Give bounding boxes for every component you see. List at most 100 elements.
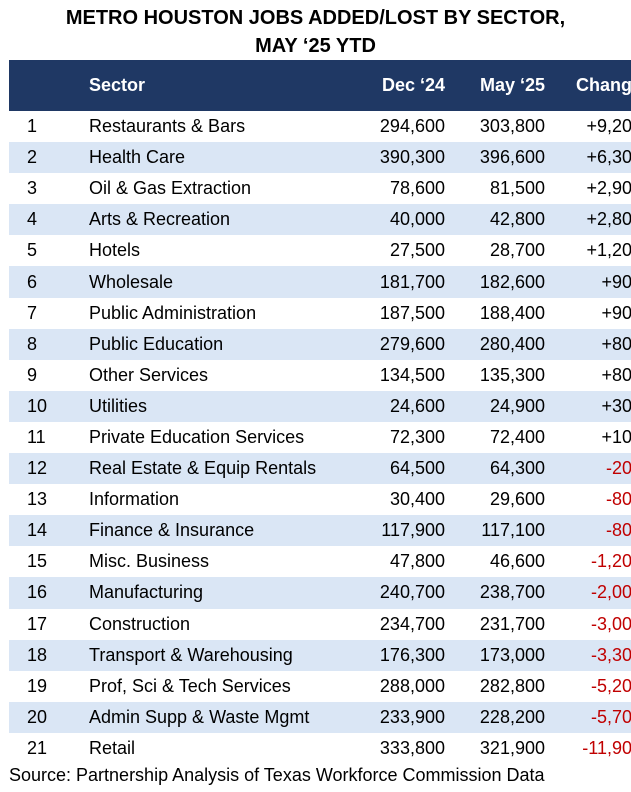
table-row: 19 Prof, Sci & Tech Services 288,000 282,80… xyxy=(9,671,631,702)
cell-change: -200 xyxy=(605,458,631,479)
cell-may25: 303,800 xyxy=(479,116,545,137)
cell-change: +300 xyxy=(601,395,631,416)
header-dec24: Dec ‘24 xyxy=(381,75,445,95)
cell-dec24: 176,300 xyxy=(379,644,445,665)
cell-sector: Other Services xyxy=(89,364,209,385)
cell-dec24: 288,000 xyxy=(379,675,445,696)
cell-change: -3,000 xyxy=(590,613,631,634)
cell-may25: 24,900 xyxy=(489,395,545,416)
source-note: Source: Partnership Analysis of Texas Wo… xyxy=(9,765,545,785)
cell-rank: 9 xyxy=(27,364,38,385)
cell-rank: 13 xyxy=(27,489,48,510)
cell-sector: Public Education xyxy=(89,333,224,354)
cell-dec24: 390,300 xyxy=(379,147,445,168)
cell-sector: Prof, Sci & Tech Services xyxy=(89,675,291,696)
cell-sector: Manufacturing xyxy=(89,582,204,603)
cell-change: +2,800 xyxy=(586,209,631,230)
cell-may25: 182,600 xyxy=(479,271,545,292)
cell-sector: Transport & Warehousing xyxy=(89,644,293,665)
cell-change: +900 xyxy=(601,271,631,292)
cell-dec24: 78,600 xyxy=(389,178,445,199)
table-row: 12 Real Estate & Equip Rentals 64,500 64,30… xyxy=(9,453,631,485)
header-change: Change xyxy=(575,75,631,95)
cell-rank: 7 xyxy=(27,302,38,323)
cell-may25: 46,600 xyxy=(489,551,545,572)
cell-dec24: 181,700 xyxy=(379,271,445,292)
cell-dec24: 117,900 xyxy=(381,520,445,541)
cell-rank: 21 xyxy=(27,737,48,758)
table-row: 14 Finance & Insurance 117,900 117,100 -800 xyxy=(9,515,631,547)
cell-may25: 396,600 xyxy=(479,147,545,168)
header-rank xyxy=(9,60,79,111)
title-line-2: MAY ‘25 YTD xyxy=(255,35,376,57)
cell-rank: 4 xyxy=(27,209,38,230)
cell-may25: 42,800 xyxy=(489,209,545,230)
cell-dec24: 233,900 xyxy=(379,706,445,727)
cell-rank: 18 xyxy=(27,644,48,665)
cell-may25: 188,400 xyxy=(479,302,545,323)
cell-change: +1,200 xyxy=(586,240,631,261)
header-may25: May ‘25 xyxy=(479,75,545,95)
cell-may25: 282,800 xyxy=(479,675,545,696)
table-row: 13 Information 30,400 29,600 -800 xyxy=(9,484,631,515)
cell-sector: Construction xyxy=(89,613,191,634)
table-row: 3 Oil & Gas Extraction 78,600 81,500 +2,900 xyxy=(9,173,631,204)
cell-change: -1,200 xyxy=(590,551,631,572)
cell-sector: Retail xyxy=(89,737,136,758)
table-row: 5 Hotels 27,500 28,700 +1,200 xyxy=(9,235,631,266)
table-row: 6 Wholesale 181,700 182,600 +900 xyxy=(9,266,631,298)
cell-rank: 2 xyxy=(27,147,38,168)
table-row: 15 Misc. Business 47,800 46,600 -1,200 xyxy=(9,546,631,577)
cell-may25: 28,700 xyxy=(489,240,545,261)
cell-dec24: 27,500 xyxy=(389,240,445,261)
cell-dec24: 333,800 xyxy=(379,737,445,758)
cell-rank: 11 xyxy=(27,426,46,447)
cell-sector: Misc. Business xyxy=(89,551,210,572)
table-row: 17 Construction 234,700 231,700 -3,000 xyxy=(9,609,631,640)
cell-sector: Utilities xyxy=(89,395,148,416)
cell-dec24: 72,300 xyxy=(389,426,445,447)
cell-change: +9,200 xyxy=(586,116,631,137)
table-row: 21 Retail 333,800 321,900 -11,900 xyxy=(9,733,631,764)
cell-change: -2,000 xyxy=(590,582,631,603)
cell-change: +100 xyxy=(601,426,631,447)
cell-rank: 1 xyxy=(27,116,38,137)
cell-may25: 228,200 xyxy=(479,706,545,727)
cell-sector: Restaurants & Bars xyxy=(89,116,246,137)
cell-dec24: 40,000 xyxy=(389,209,445,230)
cell-dec24: 187,500 xyxy=(379,302,445,323)
cell-rank: 17 xyxy=(27,613,48,634)
table-row: 18 Transport & Warehousing 176,300 173,000 -… xyxy=(9,639,631,671)
cell-sector: Admin Supp & Waste Mgmt xyxy=(89,706,310,727)
cell-change: +800 xyxy=(601,333,631,354)
cell-rank: 15 xyxy=(27,551,48,572)
cell-rank: 19 xyxy=(27,675,48,696)
cell-sector: Real Estate & Equip Rentals xyxy=(89,458,317,479)
cell-dec24: 279,600 xyxy=(379,333,445,354)
cell-change: +2,900 xyxy=(586,178,631,199)
cell-rank: 3 xyxy=(27,178,38,199)
cell-rank: 5 xyxy=(27,240,38,261)
cell-dec24: 294,600 xyxy=(379,116,445,137)
cell-may25: 81,500 xyxy=(489,178,545,199)
cell-rank: 8 xyxy=(27,333,38,354)
cell-rank: 6 xyxy=(27,271,38,292)
cell-rank: 14 xyxy=(27,520,48,541)
table-row: 4 Arts & Recreation 40,000 42,800 +2,800 xyxy=(9,204,631,236)
cell-sector: Health Care xyxy=(89,147,186,168)
cell-change: -800 xyxy=(605,489,631,510)
cell-change: -800 xyxy=(605,520,631,541)
cell-dec24: 134,500 xyxy=(379,364,445,385)
cell-change: +900 xyxy=(601,302,631,323)
cell-dec24: 234,700 xyxy=(379,613,445,634)
cell-sector: Wholesale xyxy=(89,271,174,292)
header-row: Sector Dec ‘24 May ‘25 Change xyxy=(9,60,631,111)
cell-may25: 117,100 xyxy=(481,520,545,541)
cell-sector: Public Administration xyxy=(89,302,257,323)
table-row: 10 Utilities 24,600 24,900 +300 xyxy=(9,390,631,422)
table-row: 1 Restaurants & Bars 294,600 303,800 +9,200 xyxy=(9,111,631,142)
jobs-table: Sector Dec ‘24 May ‘25 Change 1 Restauran… xyxy=(9,60,631,764)
cell-change: -3,300 xyxy=(590,644,631,665)
cell-change: +6,300 xyxy=(586,147,631,168)
cell-may25: 231,700 xyxy=(479,613,545,634)
